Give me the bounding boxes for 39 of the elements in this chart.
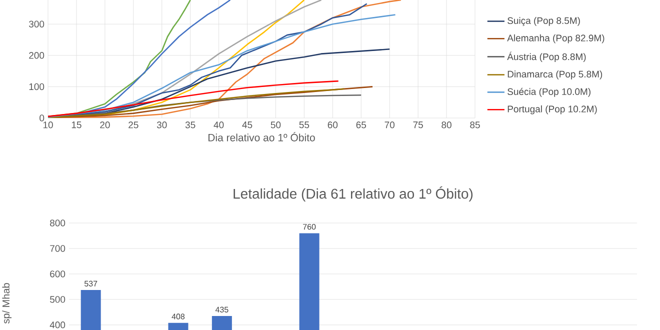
data-label: 760 (303, 224, 316, 230)
x-tick-label: 65 (356, 122, 366, 128)
y-axis-title: sp/ Mhab (2, 283, 12, 324)
y-tick-label: 100 (29, 83, 44, 90)
x-tick-label: 35 (185, 122, 196, 128)
x-tick-label: 45 (242, 122, 252, 128)
legend-label: Dinamarca (Pop 5.8M) (508, 70, 602, 80)
y-tick-label: 500 (50, 296, 66, 303)
y-tick-label: 0 (40, 114, 44, 122)
y-tick-label: 700 (50, 245, 66, 252)
data-label: 408 (172, 314, 185, 320)
x-axis-title: Dia relativo ao 1º Óbito (208, 132, 315, 142)
x-tick-label: 20 (100, 122, 110, 128)
line-series (48, 80, 340, 118)
x-tick-label: 60 (328, 122, 338, 128)
legend-label: Suécia (Pop 10.0M) (508, 88, 590, 97)
legend-label: Alemanha (Pop 82.9M) (507, 34, 604, 44)
y-tick-label: 400 (50, 322, 66, 328)
x-tick-label: 40 (214, 122, 224, 128)
y-tick-label: 800 (50, 220, 66, 226)
x-tick-label: 85 (470, 122, 480, 128)
x-tick-label: 80 (442, 122, 452, 128)
data-label: 435 (215, 306, 228, 312)
legend-label: Suiça (Pop 8.5M) (508, 17, 580, 26)
data-label: 537 (84, 280, 98, 286)
x-tick-label: 10 (43, 122, 53, 128)
y-tick-label: 300 (28, 20, 44, 28)
x-tick-label: 25 (128, 122, 138, 128)
chart-title: Letalidade (Dia 61 relativo ao 1º Óbito) (234, 186, 473, 202)
x-tick-label: 55 (299, 122, 310, 128)
x-tick-label: 75 (413, 122, 423, 128)
legend-label: Portugal (Pop 10.2M) (508, 105, 597, 114)
x-tick-label: 15 (72, 122, 82, 128)
x-tick-label: 70 (384, 122, 395, 128)
x-tick-label: 50 (270, 122, 281, 128)
y-tick-label: 600 (50, 270, 66, 278)
x-tick-label: 30 (156, 122, 167, 128)
y-tick-label: 200 (29, 52, 44, 59)
legend-label: Áustria (Pop 8.8M) (507, 52, 586, 62)
